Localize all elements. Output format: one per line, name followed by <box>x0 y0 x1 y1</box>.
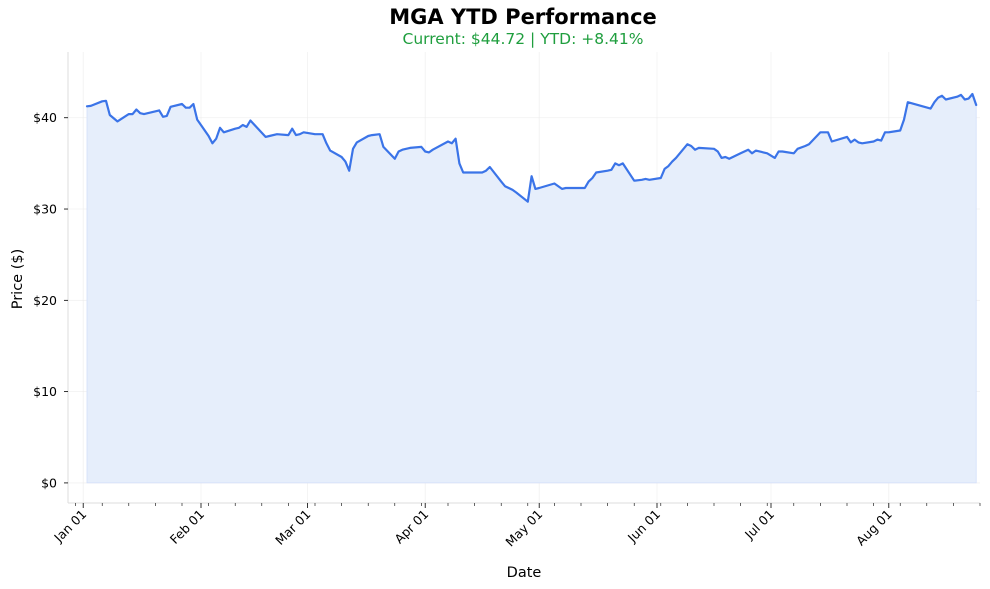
chart-title: MGA YTD Performance <box>389 5 657 29</box>
y-tick-label: $30 <box>33 202 57 217</box>
chart-subtitle: Current: $44.72 | YTD: +8.41% <box>402 30 644 48</box>
y-tick-label: $40 <box>33 110 57 125</box>
x-tick-label: Jan 01 <box>50 507 89 546</box>
x-tick-label: Mar 01 <box>272 507 313 548</box>
axes-layer <box>67 52 980 504</box>
x-tick-label: May 01 <box>502 507 545 550</box>
x-tick-label: Jul 01 <box>741 507 777 543</box>
x-tick-label: Feb 01 <box>167 507 207 547</box>
x-tick-label: Apr 01 <box>391 507 431 547</box>
x-tick-label: Jun 01 <box>624 507 663 546</box>
y-tick-label: $20 <box>33 293 57 308</box>
line-layer <box>85 92 978 203</box>
x-axis-label: Date <box>507 565 542 581</box>
y-tick-label: $0 <box>41 475 57 490</box>
area-fill-layer <box>86 93 977 484</box>
y-axis-label: Price ($) <box>10 249 26 310</box>
x-tick-label: Aug 01 <box>853 507 895 549</box>
y-tick-label: $10 <box>33 384 57 399</box>
price-area-fill <box>86 93 977 484</box>
price-line <box>85 92 978 203</box>
